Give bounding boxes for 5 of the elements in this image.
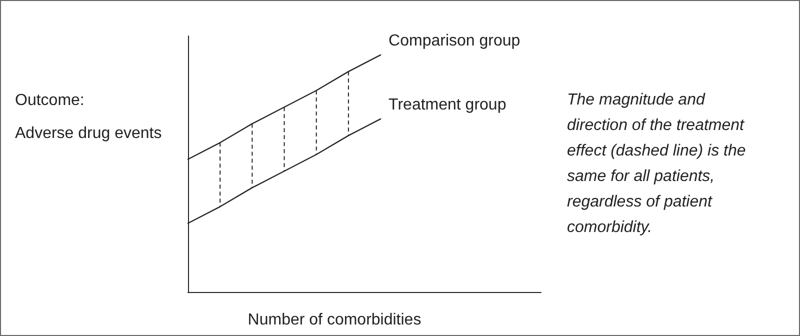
series-label: Treatment group — [388, 96, 506, 114]
x-axis-title: Number of comorbidities — [248, 312, 422, 328]
text: The magnitude and direction of the treatment effect (dashed line) is the same for all patients, regardless of patient comorbidity. — [567, 91, 750, 236]
series-label: Comparison group — [388, 32, 520, 50]
y-axis-title: Outcome: Adverse drug events — [15, 92, 162, 142]
